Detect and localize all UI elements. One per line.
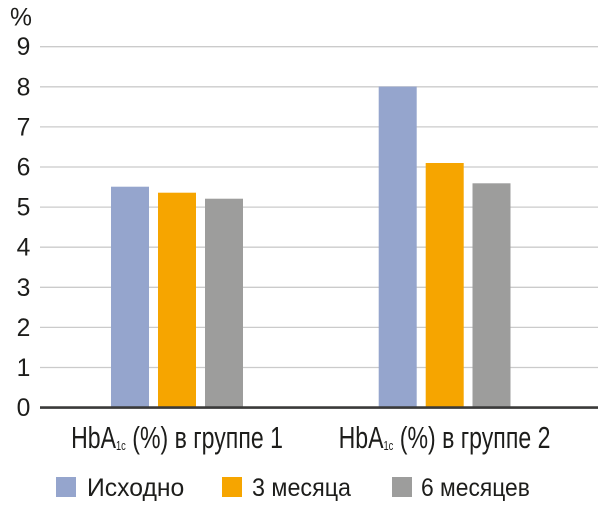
svg-text:4: 4	[17, 235, 31, 262]
svg-text:1: 1	[17, 355, 31, 382]
svg-text:5: 5	[17, 195, 31, 222]
svg-text:HbA1c (%) в группе 1: HbA1c (%) в группе 1	[71, 420, 283, 455]
svg-text:6: 6	[17, 155, 31, 182]
svg-text:3 месяца: 3 месяца	[252, 474, 352, 502]
svg-text:8: 8	[17, 74, 31, 101]
svg-text:3: 3	[17, 275, 31, 302]
svg-text:0: 0	[17, 395, 31, 422]
svg-text:%: %	[10, 5, 32, 32]
svg-text:HbA1c (%) в группе 2: HbA1c (%) в группе 2	[339, 420, 551, 455]
svg-text:7: 7	[17, 114, 31, 141]
svg-text:2: 2	[17, 315, 31, 342]
svg-text:6 месяцев: 6 месяцев	[421, 474, 530, 502]
svg-text:9: 9	[17, 34, 31, 61]
svg-text:Исходно: Исходно	[87, 474, 184, 502]
